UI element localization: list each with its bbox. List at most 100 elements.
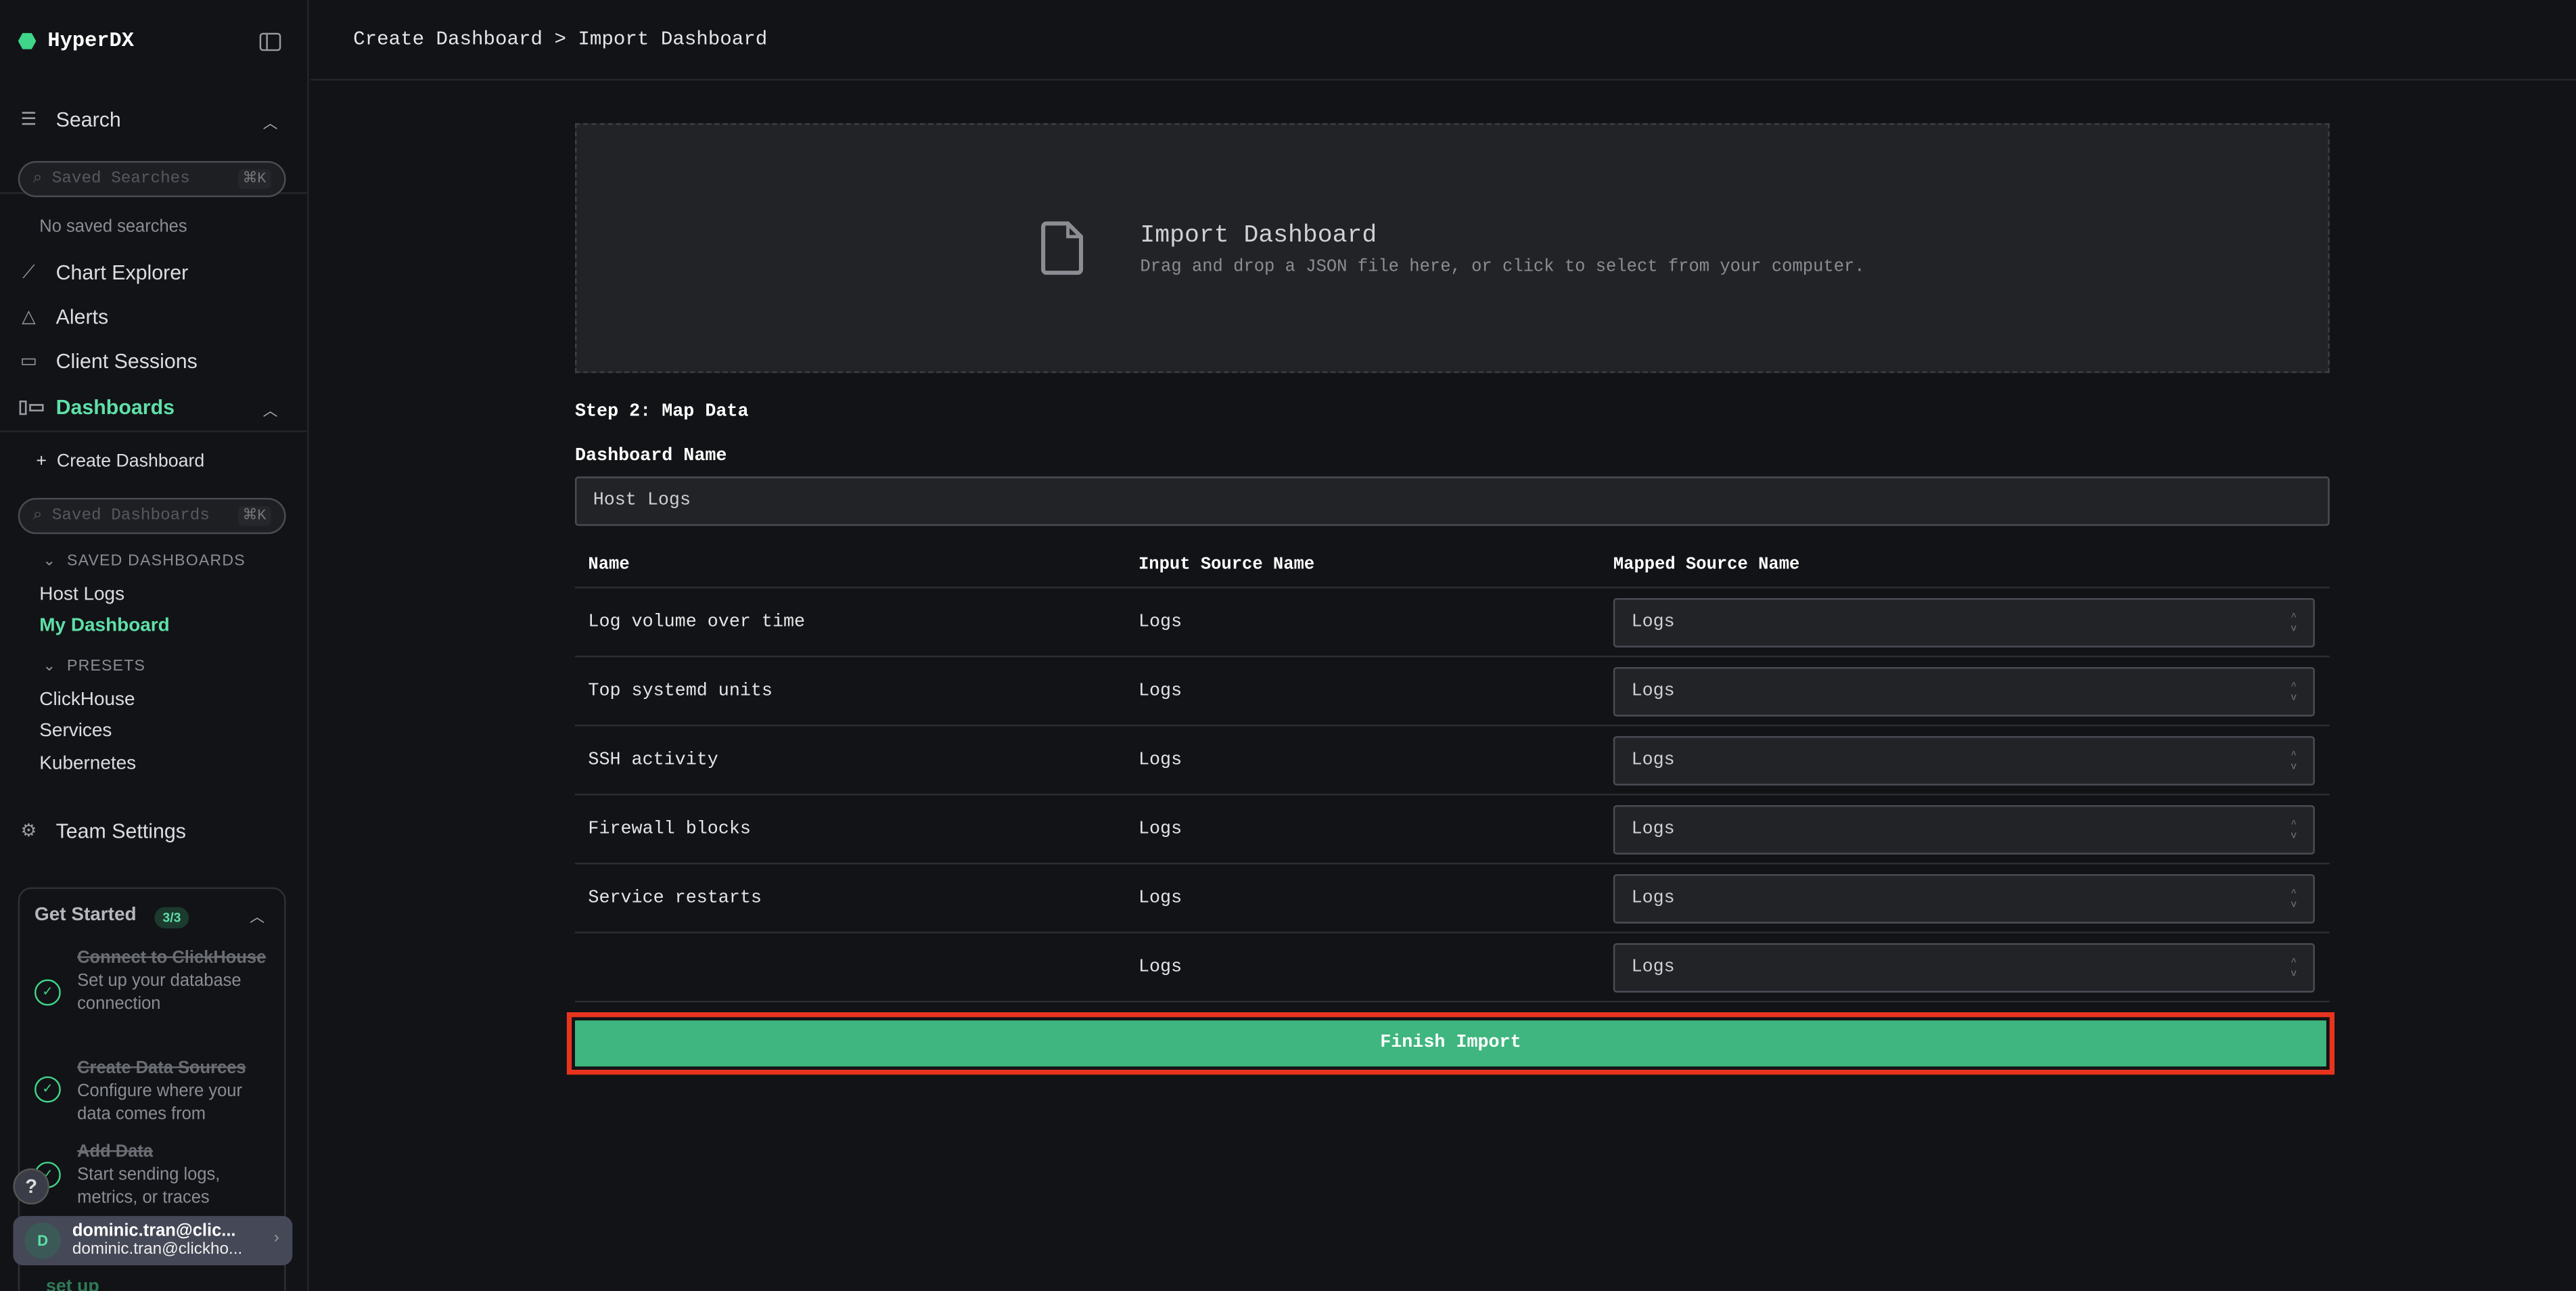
saved-dashboards-input[interactable]: ⌕ Saved Dashboards ⌘K <box>18 497 286 535</box>
step-desc: Start sending logs, metrics, or traces <box>77 1164 221 1208</box>
logo[interactable]: HyperDX <box>18 30 134 53</box>
chevron-up-down-icon: ^ v <box>2291 611 2297 635</box>
input-value: Host Logs <box>593 491 691 512</box>
nav-label: Team Settings <box>55 819 186 843</box>
step-title: Connect to ClickHouse <box>77 948 267 968</box>
chevron-up-icon[interactable]: ︿ <box>262 114 278 132</box>
table-row: Top systemd units Logs Logs ^ v <box>574 657 2330 727</box>
preset-services[interactable]: Services <box>39 721 112 742</box>
nav-label: Search <box>55 108 121 132</box>
select-value: Logs <box>1631 681 1675 702</box>
dashboard-my-dashboard[interactable]: My Dashboard <box>39 616 170 636</box>
mapped-source-select[interactable]: Logs ^ v <box>1613 666 2315 717</box>
table-header: Name Input Source Name Mapped Source Nam… <box>574 545 2330 589</box>
get-started-title: Get Started <box>34 905 137 926</box>
dashboard-host-logs[interactable]: Host Logs <box>39 585 125 605</box>
select-value: Logs <box>1631 957 1675 978</box>
preset-clickhouse[interactable]: ClickHouse <box>39 689 135 710</box>
column-header: Input Source Name <box>1138 555 1315 575</box>
mapped-source-select[interactable]: Logs ^ v <box>1613 805 2315 855</box>
search-list-icon: ☰ <box>20 109 37 129</box>
mapped-source-select[interactable]: Logs ^ v <box>1613 943 2315 993</box>
shortcut: ⌘K <box>237 169 271 189</box>
chevron-up-down-icon: ^ v <box>2291 956 2297 980</box>
dashboard-icon: ▯▭ <box>18 397 45 417</box>
presets-header[interactable]: ⌄ PRESETS <box>43 657 146 676</box>
table-row: Service restarts Logs Logs ^ v <box>574 864 2330 934</box>
user-menu[interactable]: D dominic.tran@clic... dominic.tran@clic… <box>13 1216 293 1265</box>
chevron-up-icon[interactable]: ︿ <box>262 402 278 420</box>
chart-name: Top systemd units <box>588 681 773 702</box>
check-circle-icon: ✓ <box>34 979 61 1006</box>
no-saved-searches: No saved searches <box>39 217 187 237</box>
mapped-source-select[interactable]: Logs ^ v <box>1613 735 2315 786</box>
shortcut: ⌘K <box>237 505 271 526</box>
chevron-up-down-icon: ^ v <box>2291 680 2297 704</box>
check-circle-icon: ✓ <box>34 1076 61 1103</box>
progress-badge: 3/3 <box>154 907 189 929</box>
laptop-icon: ▭ <box>20 350 38 371</box>
label: SAVED DASHBOARDS <box>66 551 246 570</box>
step-title: Create Data Sources <box>77 1058 246 1079</box>
select-value: Logs <box>1631 888 1675 909</box>
get-started-panel: Get Started 3/3 ︿ ✓ Connect to ClickHous… <box>18 887 286 1291</box>
mapped-source-select[interactable]: Logs ^ v <box>1613 874 2315 924</box>
step-desc: Configure where your data comes from <box>77 1081 242 1125</box>
step-sources[interactable]: Create Data Sources Configure where your … <box>77 1057 274 1126</box>
step-desc: Set up your database connection <box>77 971 242 1014</box>
table-row: Logs Logs ^ v <box>574 933 2330 1003</box>
nav-team-settings[interactable]: ⚙ Team Settings <box>18 820 186 843</box>
nav-client-sessions[interactable]: ▭ Client Sessions <box>18 350 198 373</box>
sidebar-toggle-icon[interactable] <box>259 32 281 51</box>
dashboard-name-label: Dashboard Name <box>574 447 727 467</box>
divider <box>0 430 308 432</box>
bell-icon: △ <box>22 306 36 327</box>
preset-kubernetes[interactable]: Kubernetes <box>39 754 137 774</box>
nav-dashboards[interactable]: ▯▭ Dashboards <box>18 396 175 419</box>
saved-dashboards-header[interactable]: ⌄ SAVED DASHBOARDS <box>43 551 246 570</box>
user-email: dominic.tran@clickho... <box>72 1240 243 1259</box>
dropzone-title: Import Dashboard <box>1140 221 1377 250</box>
help-button[interactable]: ? <box>13 1168 49 1205</box>
input-source: Logs <box>1138 612 1182 633</box>
table-row: Log volume over time Logs Logs ^ v <box>574 588 2330 658</box>
input-source: Logs <box>1138 957 1182 978</box>
column-header: Name <box>588 555 630 575</box>
input-source: Logs <box>1138 750 1182 771</box>
nav-chart-explorer[interactable]: ⟋ Chart Explorer <box>18 261 189 284</box>
step-add-data[interactable]: Add Data Start sending logs, metrics, or … <box>77 1140 274 1209</box>
nav-label: Dashboards <box>55 396 175 420</box>
nav-alerts[interactable]: △ Alerts <box>18 306 108 329</box>
chart-name: SSH activity <box>588 750 718 771</box>
hyperdx-logo-icon <box>18 32 37 49</box>
file-dropzone[interactable]: Import Dashboard Drag and drop a JSON fi… <box>574 123 2330 373</box>
table-row: Firewall blocks Logs Logs ^ v <box>574 795 2330 865</box>
label: Create Dashboard <box>56 451 205 472</box>
placeholder: Saved Searches <box>51 170 190 189</box>
chart-name: Log volume over time <box>588 612 806 633</box>
chart-name: Service restarts <box>588 888 762 909</box>
file-icon <box>1041 221 1084 275</box>
step-connect[interactable]: Connect to ClickHouse Set up your databas… <box>77 947 274 1016</box>
nav-search[interactable]: ☰ Search <box>18 108 121 131</box>
dropzone-subtitle: Drag and drop a JSON file here, or click… <box>1140 258 1865 278</box>
mapped-source-select[interactable]: Logs ^ v <box>1613 597 2315 648</box>
mapping-table: Name Input Source Name Mapped Source Nam… <box>574 545 2330 1003</box>
user-name: dominic.tran@clic... <box>72 1221 236 1241</box>
sidebar: HyperDX ☰ Search ︿ ⌕ Saved Searches ⌘K No … <box>0 0 309 1291</box>
create-dashboard-link[interactable]: + Create Dashboard <box>36 451 205 472</box>
input-source: Logs <box>1138 888 1182 909</box>
dashboard-name-input[interactable]: Host Logs <box>574 476 2330 526</box>
chart-name: Firewall blocks <box>588 819 751 840</box>
finish-import-button[interactable]: Finish Import <box>574 1020 2326 1067</box>
chart-line-icon: ⟋ <box>22 262 35 282</box>
header: Create Dashboard > Import Dashboard <box>310 0 2576 81</box>
chevron-up-icon[interactable]: ︿ <box>250 908 265 926</box>
select-value: Logs <box>1631 612 1675 633</box>
select-value: Logs <box>1631 819 1675 840</box>
chevron-right-icon: › <box>273 1229 279 1248</box>
step-title: Add Data <box>77 1141 154 1162</box>
app-name: HyperDX <box>47 29 134 53</box>
saved-searches-input[interactable]: ⌕ Saved Searches ⌘K <box>18 160 286 198</box>
input-source: Logs <box>1138 819 1182 840</box>
